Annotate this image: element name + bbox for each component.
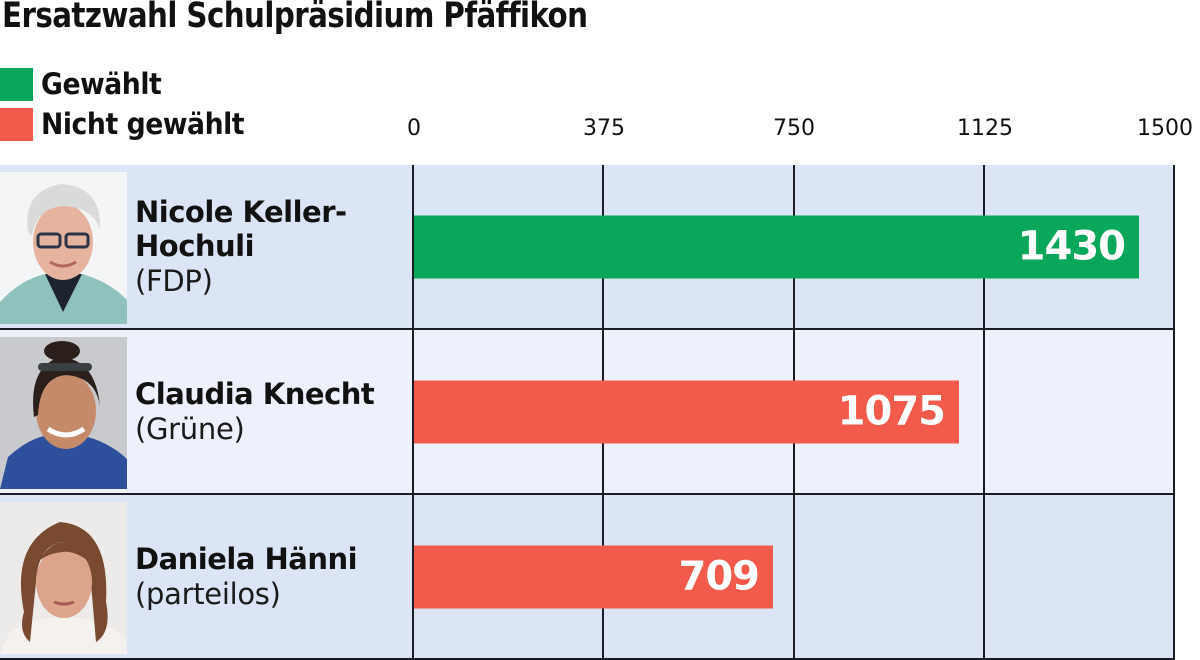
portrait-photo xyxy=(0,172,127,324)
legend-item-not-elected: Nicht gewählt xyxy=(0,104,262,144)
bar-value: 1430 xyxy=(1017,223,1126,270)
gridline xyxy=(1173,495,1175,658)
gridline xyxy=(412,495,414,658)
gridline xyxy=(1173,330,1175,493)
x-tick-label: 1500 xyxy=(1137,116,1193,141)
candidate-party: (parteilos) xyxy=(135,576,281,611)
candidate-label: Claudia Knecht (Grüne) xyxy=(135,377,405,447)
candidate-name: Claudia Knecht xyxy=(135,376,375,411)
x-tick-label: 0 xyxy=(407,116,421,141)
candidate-name: Nicole Keller-Hochuli xyxy=(135,194,347,263)
legend: Gewählt Nicht gewählt xyxy=(0,64,262,144)
legend-label: Nicht gewählt xyxy=(41,107,245,141)
chart-title: Ersatzwahl Schulpräsidium Pfäffikon xyxy=(2,0,588,36)
gridline xyxy=(412,165,414,328)
vote-bar: 1075 xyxy=(414,380,959,443)
legend-label: Gewählt xyxy=(41,67,162,101)
candidate-label: Daniela Hänni (parteilos) xyxy=(135,542,405,612)
portrait-icon xyxy=(0,337,127,489)
portrait-icon xyxy=(0,502,127,654)
gridline xyxy=(1173,165,1175,328)
candidate-row: Nicole Keller-Hochuli (FDP) 1430 xyxy=(0,165,1175,330)
bar-value: 1075 xyxy=(837,388,946,435)
vote-bar: 709 xyxy=(414,545,773,608)
gridline xyxy=(412,330,414,493)
x-tick-label: 1125 xyxy=(957,116,1013,141)
bar-value: 709 xyxy=(678,553,760,600)
legend-swatch-not-elected xyxy=(0,107,33,141)
candidate-row: Daniela Hänni (parteilos) 709 xyxy=(0,495,1175,660)
vote-bar: 1430 xyxy=(414,215,1139,278)
candidate-row: Claudia Knecht (Grüne) 1075 xyxy=(0,330,1175,495)
x-tick-label: 375 xyxy=(583,116,625,141)
portrait-photo xyxy=(0,502,127,654)
candidate-label: Nicole Keller-Hochuli (FDP) xyxy=(135,195,405,299)
portrait-photo xyxy=(0,337,127,489)
legend-swatch-elected xyxy=(0,67,33,101)
gridline xyxy=(983,330,985,493)
x-tick-label: 750 xyxy=(773,116,815,141)
candidate-party: (FDP) xyxy=(135,263,213,298)
candidate-party: (Grüne) xyxy=(135,411,245,446)
legend-item-elected: Gewählt xyxy=(0,64,262,104)
gridline xyxy=(793,495,795,658)
portrait-icon xyxy=(0,172,127,324)
gridline xyxy=(983,495,985,658)
candidate-name: Daniela Hänni xyxy=(135,541,358,576)
chart-rows: Nicole Keller-Hochuli (FDP) 1430 Claudia xyxy=(0,165,1175,660)
